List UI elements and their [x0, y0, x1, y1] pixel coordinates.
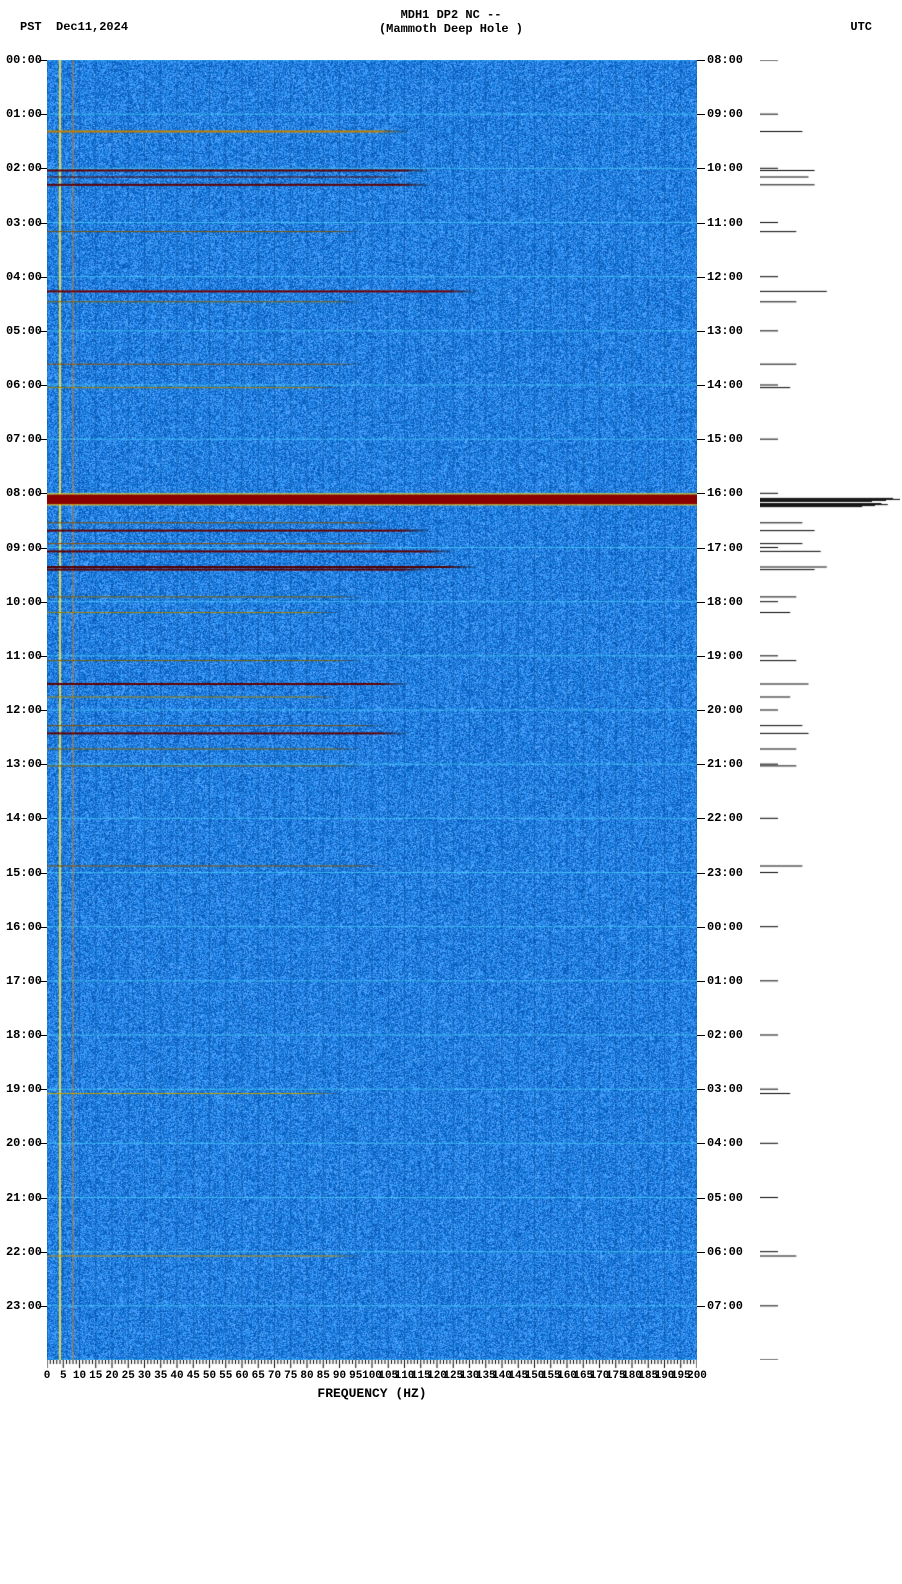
y-left-label: 14:00	[2, 811, 42, 825]
x-tick-label: 95	[349, 1370, 362, 1382]
x-tick-label: 0	[44, 1370, 51, 1382]
x-tick-label: 35	[154, 1370, 167, 1382]
y-right-label: 21:00	[707, 757, 757, 771]
y-left-label: 11:00	[2, 649, 42, 663]
x-axis-title: FREQUENCY (HZ)	[47, 1386, 697, 1401]
x-tick-label: 15	[89, 1370, 102, 1382]
y-right-label: 02:00	[707, 1028, 757, 1042]
x-tick-label: 40	[170, 1370, 183, 1382]
y-left-label: 17:00	[2, 974, 42, 988]
y-left-label: 09:00	[2, 541, 42, 555]
y-right-label: 18:00	[707, 595, 757, 609]
x-tick-label: 85	[317, 1370, 330, 1382]
y-right-label: 13:00	[707, 324, 757, 338]
y-right-label: 17:00	[707, 541, 757, 555]
amplitude-sidebar	[760, 60, 900, 1360]
y-left-label: 10:00	[2, 595, 42, 609]
y-left-label: 00:00	[2, 53, 42, 67]
title-line1: MDH1 DP2 NC --	[0, 8, 902, 22]
x-tick-label: 65	[252, 1370, 265, 1382]
y-right-label: 11:00	[707, 216, 757, 230]
y-left-label: 13:00	[2, 757, 42, 771]
y-right-label: 03:00	[707, 1082, 757, 1096]
x-tick-label: 55	[219, 1370, 232, 1382]
y-left-label: 08:00	[2, 486, 42, 500]
y-right-label: 01:00	[707, 974, 757, 988]
spectrogram-plot	[47, 60, 697, 1360]
y-left-label: 03:00	[2, 216, 42, 230]
y-left-label: 22:00	[2, 1245, 42, 1259]
y-left-label: 21:00	[2, 1191, 42, 1205]
x-tick-label: 60	[235, 1370, 248, 1382]
x-tick-label: 75	[284, 1370, 297, 1382]
x-tick-label: 25	[122, 1370, 135, 1382]
y-left-label: 20:00	[2, 1136, 42, 1150]
y-right-label: 05:00	[707, 1191, 757, 1205]
spectrogram-canvas	[47, 60, 697, 1360]
y-left-label: 06:00	[2, 378, 42, 392]
y-right-label: 22:00	[707, 811, 757, 825]
x-tick-label: 200	[687, 1370, 707, 1382]
y-left-label: 02:00	[2, 161, 42, 175]
x-tick-label: 10	[73, 1370, 86, 1382]
y-right-label: 23:00	[707, 866, 757, 880]
y-right-label: 04:00	[707, 1136, 757, 1150]
y-right-label: 10:00	[707, 161, 757, 175]
header: PST Dec11,2024 MDH1 DP2 NC -- (Mammoth D…	[0, 6, 902, 36]
y-right-label: 14:00	[707, 378, 757, 392]
x-axis: FREQUENCY (HZ) 05 101520 25303540 45505560 6…	[47, 1360, 697, 1400]
amplitude-canvas	[760, 60, 900, 1360]
y-left-label: 05:00	[2, 324, 42, 338]
y-left-label: 18:00	[2, 1028, 42, 1042]
y-left-label: 19:00	[2, 1082, 42, 1096]
y-right-label: 09:00	[707, 107, 757, 121]
x-tick-label: 80	[300, 1370, 313, 1382]
y-left-label: 15:00	[2, 866, 42, 880]
tz-right-label: UTC	[850, 20, 872, 34]
x-tick-label: 5	[60, 1370, 67, 1382]
y-left-label: 07:00	[2, 432, 42, 446]
y-right-label: 07:00	[707, 1299, 757, 1313]
x-tick-label: 30	[138, 1370, 151, 1382]
x-tick-label: 70	[268, 1370, 281, 1382]
y-right-label: 16:00	[707, 486, 757, 500]
y-right-label: 20:00	[707, 703, 757, 717]
x-tick-label: 45	[187, 1370, 200, 1382]
y-left-label: 23:00	[2, 1299, 42, 1313]
x-tick-label: 20	[105, 1370, 118, 1382]
spectrogram-page: PST Dec11,2024 MDH1 DP2 NC -- (Mammoth D…	[0, 0, 902, 1584]
y-right-label: 19:00	[707, 649, 757, 663]
y-right-label: 06:00	[707, 1245, 757, 1259]
y-right-label: 12:00	[707, 270, 757, 284]
y-right-label: 15:00	[707, 432, 757, 446]
x-tick-label: 50	[203, 1370, 216, 1382]
header-title: MDH1 DP2 NC -- (Mammoth Deep Hole )	[0, 8, 902, 36]
y-left-label: 01:00	[2, 107, 42, 121]
y-left-label: 04:00	[2, 270, 42, 284]
y-right-label: 08:00	[707, 53, 757, 67]
y-left-label: 12:00	[2, 703, 42, 717]
title-line2: (Mammoth Deep Hole )	[0, 22, 902, 36]
x-tick-label: 90	[333, 1370, 346, 1382]
y-left-label: 16:00	[2, 920, 42, 934]
y-right-label: 00:00	[707, 920, 757, 934]
